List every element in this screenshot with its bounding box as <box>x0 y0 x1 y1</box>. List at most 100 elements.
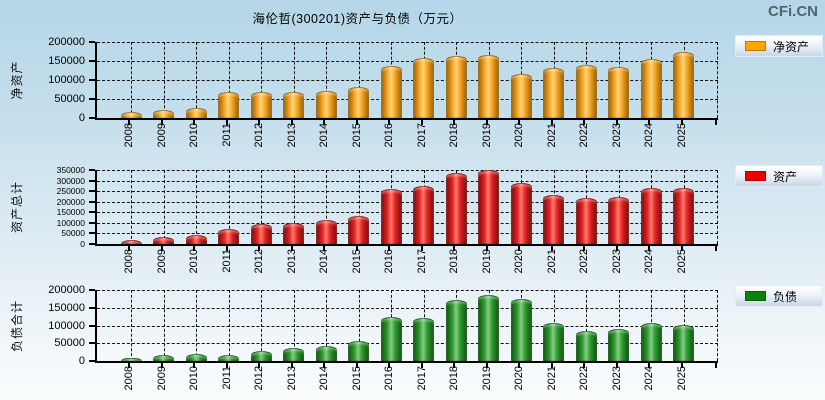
x-axis-end-tick <box>715 363 717 368</box>
x-tick-mark <box>290 363 293 368</box>
x-tick-label: 2017 <box>415 249 428 274</box>
bar-净资产-2015 <box>348 87 370 118</box>
bar-净资产-2025 <box>673 52 695 118</box>
page-title: 海伦哲(300201)资产与负债（万元） <box>252 12 463 26</box>
x-tick-mark <box>388 246 391 251</box>
plot-area-负债合计 <box>95 290 718 363</box>
x-tick-label: 2019 <box>480 123 493 148</box>
y-tick-label: 100000 <box>56 217 85 228</box>
bar-净资产-2012 <box>250 92 272 118</box>
x-tick-label: 2023 <box>610 366 623 391</box>
x-tick-mark <box>518 120 521 125</box>
x-tick-label: 2015 <box>350 366 363 391</box>
x-tick-label: 2025 <box>675 366 688 391</box>
x-tick-mark <box>648 363 651 368</box>
x-gridline <box>326 170 328 244</box>
x-tick-label: 2022 <box>578 249 591 274</box>
x-gridline <box>358 170 360 244</box>
x-tick-mark <box>680 363 683 368</box>
y-gridline <box>97 170 718 171</box>
x-tick-mark <box>258 246 261 251</box>
y-tick-mark <box>89 190 95 193</box>
x-gridline <box>261 290 263 361</box>
bar-资产-2020 <box>510 183 532 244</box>
x-tick-label: 2012 <box>253 366 266 391</box>
bar-净资产-2023 <box>608 67 630 118</box>
legend-swatch <box>745 41 766 51</box>
x-tick-label: 2012 <box>253 249 266 274</box>
bar-资产-2014 <box>315 220 337 244</box>
x-tick-label: 2025 <box>675 123 688 148</box>
x-tick-mark <box>420 246 423 251</box>
plot-right-border <box>717 170 718 244</box>
y-tick-mark <box>89 221 95 224</box>
bar-负债-2025 <box>673 325 695 361</box>
bar-负债-2009 <box>153 355 175 361</box>
x-tick-label: 2010 <box>188 123 201 148</box>
bar-资产-2021 <box>543 195 565 244</box>
bar-资产-2025 <box>673 188 695 244</box>
x-tick-mark <box>225 120 228 125</box>
x-tick-mark <box>225 246 228 251</box>
x-tick-label: 2019 <box>480 366 493 391</box>
x-tick-label: 2023 <box>610 249 623 274</box>
legend-label: 净资产 <box>773 39 810 54</box>
y-tick-mark <box>89 179 95 182</box>
y-tick-mark <box>89 60 95 62</box>
x-tick-mark <box>485 120 488 125</box>
x-gridline <box>618 290 620 361</box>
bar-净资产-2011 <box>218 92 240 118</box>
y-gridline <box>97 290 718 291</box>
x-tick-mark <box>453 120 456 125</box>
y-gridline <box>97 343 718 345</box>
y-tick-label: 150000 <box>48 301 85 314</box>
y-gridline <box>97 99 718 100</box>
x-tick-label: 2014 <box>318 123 331 148</box>
x-tick-label: 2008 <box>123 249 136 274</box>
y-tick-mark <box>89 243 95 245</box>
x-tick-mark <box>550 246 553 251</box>
legend-负债: 负债 <box>735 285 823 307</box>
x-tick-mark <box>258 363 261 368</box>
x-tick-mark <box>485 246 488 251</box>
plot-area-资产总计 <box>95 170 718 246</box>
x-gridline <box>163 170 165 244</box>
y-tick-mark <box>89 211 95 214</box>
y-tick-label: 50000 <box>61 228 85 239</box>
bar-净资产-2009 <box>153 110 175 118</box>
x-tick-label: 2008 <box>123 123 136 148</box>
x-gridline <box>358 42 360 118</box>
y-tick-label: 100000 <box>48 74 85 86</box>
y-tick-label: 50000 <box>54 337 85 350</box>
y-tick-label: 150000 <box>56 207 85 218</box>
x-tick-mark <box>290 120 293 125</box>
x-gridline <box>261 170 263 244</box>
x-tick-mark <box>420 363 423 368</box>
x-gridline <box>326 290 328 361</box>
x-tick-mark <box>518 246 521 251</box>
y-gridline <box>97 233 718 235</box>
x-gridline <box>228 170 230 244</box>
x-tick-mark <box>160 120 163 125</box>
bar-负债-2024 <box>640 323 662 361</box>
plot-area-净资产 <box>95 42 718 120</box>
x-tick-mark <box>160 363 163 368</box>
bar-净资产-2010 <box>185 108 207 118</box>
x-tick-mark <box>615 246 618 251</box>
y-tick-label: 350000 <box>56 165 85 175</box>
x-tick-mark <box>225 363 228 368</box>
x-tick-label: 2020 <box>513 123 526 148</box>
bar-负债-2022 <box>575 331 597 361</box>
y-tick-mark <box>89 289 95 291</box>
y-tick-label: 100000 <box>48 319 85 332</box>
y-gridline <box>97 191 718 193</box>
x-tick-mark <box>583 120 586 125</box>
x-tick-mark <box>615 120 618 125</box>
y-axis-title: 资产总计 <box>10 181 24 234</box>
legend-资产: 资产 <box>735 165 823 187</box>
legend-label: 负债 <box>773 289 798 304</box>
y-tick-label: 50000 <box>54 93 85 105</box>
y-tick-mark <box>89 200 95 203</box>
x-tick-label: 2023 <box>610 123 623 148</box>
y-tick-mark <box>89 342 95 345</box>
